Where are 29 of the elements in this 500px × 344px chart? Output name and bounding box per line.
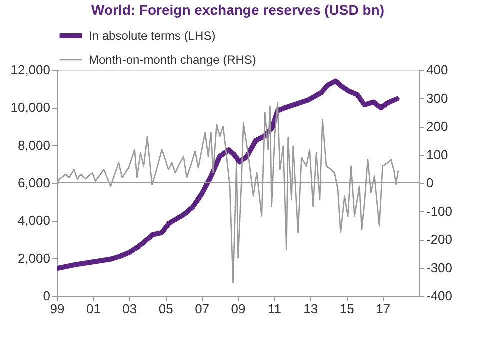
y2-tick-label: 0 <box>426 176 434 190</box>
x-tick-label: 07 <box>195 302 210 316</box>
y-tick-label: 6,000 <box>18 176 50 190</box>
y2-tick-label: 200 <box>426 119 448 134</box>
y2-tick-label: -300 <box>426 260 453 276</box>
y2-tick-label: 100 <box>426 147 448 162</box>
y2-tick-label: 400 <box>426 62 448 78</box>
x-tick-label: 05 <box>158 302 174 316</box>
x-tick-label: 17 <box>376 302 391 316</box>
y2-tick-label: -100 <box>426 204 453 219</box>
y-tick-label: 0 <box>43 288 50 304</box>
legend-label: Month-on-month change (RHS) <box>89 53 256 67</box>
x-tick-label: 13 <box>304 302 318 316</box>
y-tick-label: 4,000 <box>18 213 50 228</box>
y-tick-label: 2,000 <box>18 250 50 266</box>
legend-label: In absolute terms (LHS) <box>89 29 216 43</box>
y-tick-label: 12,000 <box>10 62 50 78</box>
y2-tick-label: -200 <box>426 232 453 247</box>
x-tick-label: 15 <box>340 302 354 316</box>
x-tick-label: 11 <box>268 302 282 316</box>
x-tick-label: 03 <box>122 302 138 316</box>
x-tick-label: 01 <box>86 302 101 316</box>
x-tick-label: 09 <box>231 302 246 316</box>
y-tick-label: 10,000 <box>10 100 50 116</box>
y2-tick-label: 300 <box>426 90 448 106</box>
x-tick-label: 99 <box>50 302 65 316</box>
y2-tick-label: -400 <box>426 288 453 304</box>
y-tick-label: 8,000 <box>18 138 50 153</box>
chart-title: World: Foreign exchange reserves (USD bn) <box>91 2 385 18</box>
